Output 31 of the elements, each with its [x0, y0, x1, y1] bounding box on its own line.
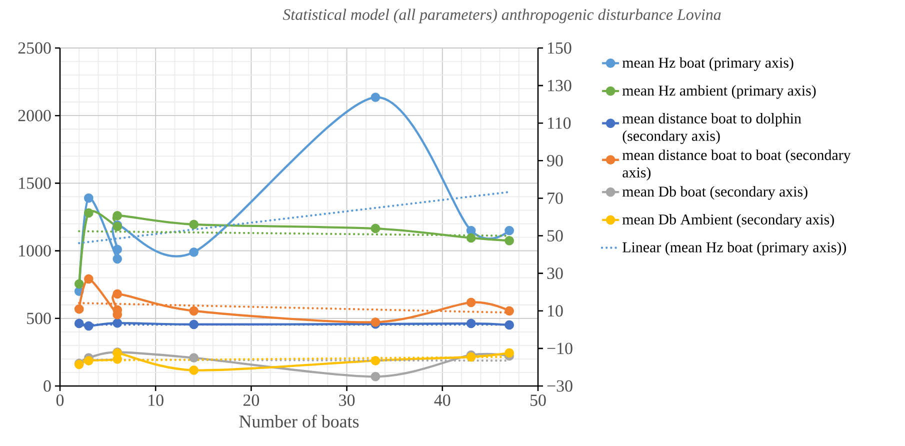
y-tick-label: 1500 [19, 177, 51, 189]
chart-title: Statistical model (all parameters) anthropogenic disturbance Lovina [282, 8, 721, 24]
y2-tick-label: −10 [547, 342, 572, 354]
y2-tick-label: 150 [548, 42, 572, 54]
y2-tick-label: 10 [548, 305, 563, 317]
y-tick-label: 2000 [18, 110, 51, 122]
legend-label: mean Db boat (secondary axis) [622, 186, 808, 200]
legend-label: mean Hz boat (primary axis) [622, 57, 794, 71]
y-tick-label: 1000 [19, 245, 51, 257]
y2-tick-label: 50 [548, 230, 563, 242]
x-tick-label: 50 [530, 394, 546, 406]
legend-label: mean distance boat to dolphin (secondary axis) [622, 112, 802, 144]
y2-tick-label: 70 [548, 192, 563, 204]
x-tick-label: 20 [243, 394, 260, 406]
y-tick-label: 2500 [18, 42, 51, 54]
x-tick-label: 30 [339, 394, 355, 406]
x-axis-title: Number of boats [239, 414, 359, 428]
x-tick-label: 0 [56, 394, 64, 406]
y2-tick-label: 90 [547, 154, 563, 166]
y2-tick-label: 130 [548, 80, 572, 92]
y2-tick-label: −30 [547, 380, 572, 392]
x-tick-label: 10 [148, 394, 164, 406]
x-tick-label: 40 [434, 394, 450, 406]
legend-label: mean Hz ambient (primary axis) [622, 85, 816, 99]
y2-tick-label: 110 [548, 117, 571, 129]
y-tick-label: 0 [44, 380, 51, 392]
y-tick-label: 500 [27, 312, 51, 324]
legend-label: mean Db Ambient (secondary axis) [622, 214, 834, 228]
legend-label: mean distance boat to boat (secondary axis) [622, 150, 851, 181]
legend-label: Linear (mean Hz boat (primary axis)) [622, 242, 846, 256]
y2-tick-label: 30 [547, 268, 563, 280]
